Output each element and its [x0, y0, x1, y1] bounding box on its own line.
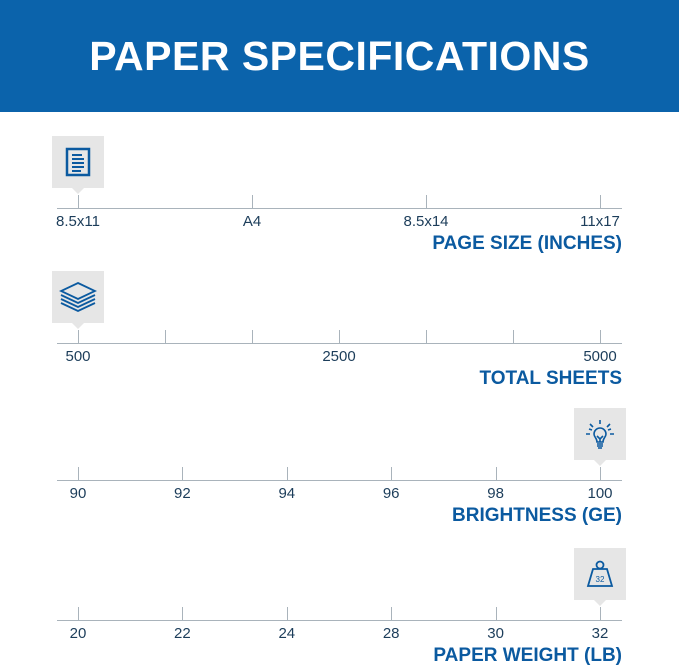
scale-tick: [426, 330, 427, 343]
scale-tick: [495, 607, 497, 620]
scale-tick: [600, 607, 601, 620]
scale-tick: [339, 330, 340, 343]
scale-label: 500: [65, 348, 91, 365]
scale-label: 96: [382, 485, 400, 502]
scale-title: BRIGHTNESS (GE): [452, 505, 622, 526]
scale-line: [57, 208, 622, 209]
header-banner: PAPER SPECIFICATIONS: [0, 0, 679, 112]
scale-line: [57, 480, 622, 481]
scale-label: 100: [587, 485, 613, 502]
scale-title: PAGE SIZE (INCHES): [432, 233, 622, 254]
scale-label: 32: [591, 625, 609, 642]
paper-stack-icon: [52, 271, 104, 329]
scale-tick: [165, 330, 166, 343]
scale-label: 8.5x11: [56, 213, 100, 230]
scale-tick: [426, 195, 427, 208]
scale-label: 22: [174, 625, 191, 642]
scale-tick: [78, 330, 79, 343]
page-title: PAPER SPECIFICATIONS: [89, 32, 590, 79]
scale-tick: [600, 330, 601, 343]
scale-label: 90: [69, 485, 87, 502]
scale-label: A4: [242, 213, 262, 230]
scale-tick: [182, 607, 184, 620]
scale-tick: [78, 195, 79, 208]
scale-tick: [391, 607, 393, 620]
scale-label: 20: [69, 625, 87, 642]
scale-label: 92: [174, 485, 191, 502]
scale-tick: [286, 607, 288, 620]
scale-tick: [252, 195, 253, 208]
scale-title: PAPER WEIGHT (LB): [433, 645, 622, 666]
document-icon: [52, 136, 104, 194]
scale-label: 5000: [583, 348, 617, 365]
scale-label: 30: [487, 625, 504, 642]
scale-label: 8.5x14: [403, 213, 449, 230]
scale-tick: [495, 467, 497, 480]
scale-label: 98: [487, 485, 504, 502]
scale-title: TOTAL SHEETS: [479, 368, 622, 389]
scale-tick: [252, 330, 253, 343]
scale-label: 28: [382, 625, 400, 642]
scale-label: 2500: [322, 348, 356, 365]
lightbulb-icon: [574, 408, 626, 466]
scale-tick: [600, 195, 601, 208]
scale-line: [57, 343, 622, 344]
scale-tick: [182, 467, 184, 480]
scale-tick: [391, 467, 393, 480]
svg-text:32: 32: [596, 575, 605, 584]
weight-icon: 32: [574, 548, 626, 606]
scale-tick: [78, 607, 79, 620]
scale-line: [57, 620, 622, 621]
scale-tick: [78, 467, 79, 480]
scale-label: 94: [278, 485, 296, 502]
scale-label: 11x17: [580, 213, 620, 230]
scale-tick: [513, 330, 514, 343]
scale-tick: [286, 467, 288, 480]
scale-tick: [600, 467, 601, 480]
scale-label: 24: [278, 625, 296, 642]
